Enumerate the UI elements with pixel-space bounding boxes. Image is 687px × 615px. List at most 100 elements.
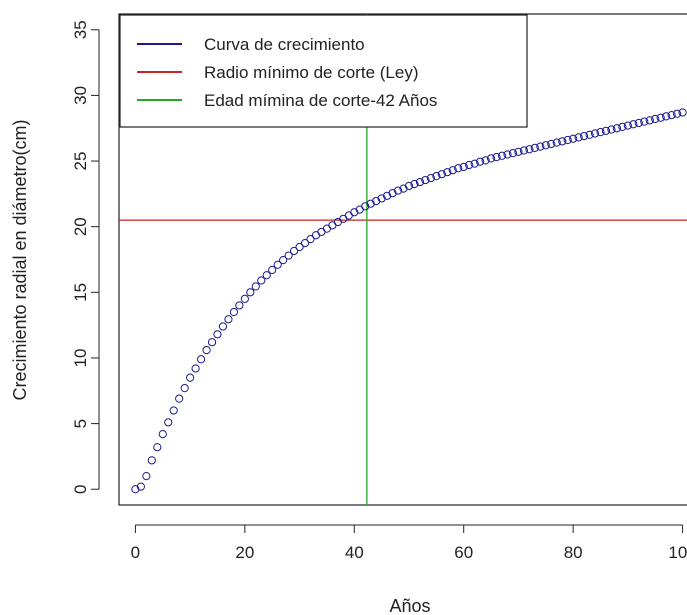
y-tick-label: 5 (71, 419, 90, 428)
data-point (317, 227, 326, 237)
data-point (377, 194, 386, 203)
data-point (361, 202, 370, 211)
data-point (421, 175, 430, 185)
legend-box (119, 14, 528, 128)
data-point (180, 384, 189, 393)
data-point (465, 160, 474, 170)
data-point (207, 338, 217, 347)
x-tick-label: 80 (564, 543, 583, 562)
x-tick-label: 40 (345, 543, 364, 562)
data-point (547, 139, 556, 149)
data-point (481, 156, 490, 165)
data-point (454, 164, 463, 173)
data-point (142, 472, 151, 481)
data-point (492, 152, 501, 162)
data-point (563, 135, 572, 145)
data-point (667, 110, 676, 120)
data-point (673, 109, 682, 118)
data-point (366, 199, 375, 208)
data-point (295, 242, 304, 252)
data-point (634, 118, 643, 128)
data-point (601, 126, 611, 135)
data-point (251, 282, 260, 291)
data-point (213, 330, 222, 339)
data-point (574, 133, 583, 142)
data-point (169, 406, 178, 415)
data-point (306, 235, 315, 244)
data-point (191, 364, 200, 373)
y-tick-label: 15 (71, 283, 90, 302)
data-point (164, 418, 173, 427)
data-point (530, 143, 539, 153)
data-point (322, 224, 332, 233)
y-axis-title: Crecimiento radial en diámetro(cm) (10, 119, 30, 400)
data-point (618, 122, 627, 132)
data-point (235, 301, 244, 310)
data-point (541, 141, 550, 150)
data-point (651, 114, 660, 124)
data-point (525, 145, 534, 154)
data-point (569, 134, 578, 143)
data-point (383, 191, 392, 200)
data-point (486, 154, 496, 163)
y-tick-label: 25 (71, 152, 90, 171)
data-point (645, 116, 654, 125)
data-point (607, 125, 616, 134)
data-point (224, 315, 233, 324)
x-tick-label: 60 (454, 543, 473, 562)
data-point (437, 170, 446, 179)
data-point (147, 456, 156, 465)
data-point (186, 373, 195, 382)
data-point (623, 121, 632, 130)
data-point (328, 221, 337, 230)
data-point (596, 128, 605, 137)
data-point (300, 238, 310, 248)
y-tick-label: 0 (71, 485, 90, 494)
x-axis-title: Años (389, 596, 430, 615)
data-point (240, 294, 249, 303)
data-point (503, 150, 512, 159)
data-point (410, 179, 419, 189)
data-point (388, 189, 397, 198)
data-point (585, 130, 594, 139)
data-point (459, 162, 468, 172)
data-point (268, 265, 277, 275)
data-point (508, 149, 518, 158)
data-point (579, 131, 589, 141)
data-point (311, 231, 321, 240)
data-point (136, 482, 145, 491)
y-tick-label: 10 (71, 349, 90, 368)
data-point (372, 196, 381, 206)
data-point (443, 168, 452, 177)
data-point (497, 151, 507, 160)
y-tick-label: 30 (71, 86, 90, 105)
data-point (552, 138, 561, 147)
legend: Curva de crecimiento Radio mínimo de cor… (119, 14, 528, 128)
data-point (656, 113, 665, 122)
data-point (257, 276, 266, 285)
data-point (662, 112, 671, 121)
data-point (158, 430, 167, 439)
data-point (273, 260, 282, 269)
data-point (284, 251, 293, 260)
x-tick-label: 100 (668, 543, 687, 562)
data-point (279, 256, 288, 265)
x-tick-label: 0 (131, 543, 140, 562)
data-point (415, 177, 425, 187)
data-point (678, 108, 687, 117)
legend-label-min-age: Edad mímina de corte-42 Años (204, 91, 437, 110)
data-point (514, 147, 523, 156)
data-point (202, 345, 211, 355)
data-point (350, 208, 359, 217)
data-point (393, 186, 403, 195)
y-tick-label: 35 (71, 20, 90, 39)
data-point (289, 246, 299, 256)
data-point (344, 211, 353, 220)
data-point (339, 214, 348, 223)
plot-frame (118, 13, 687, 506)
data-point (404, 181, 414, 191)
legend-label-growth: Curva de crecimiento (204, 35, 365, 54)
data-point (262, 271, 271, 280)
x-axis: 0 20 40 60 80 100 (131, 524, 687, 562)
